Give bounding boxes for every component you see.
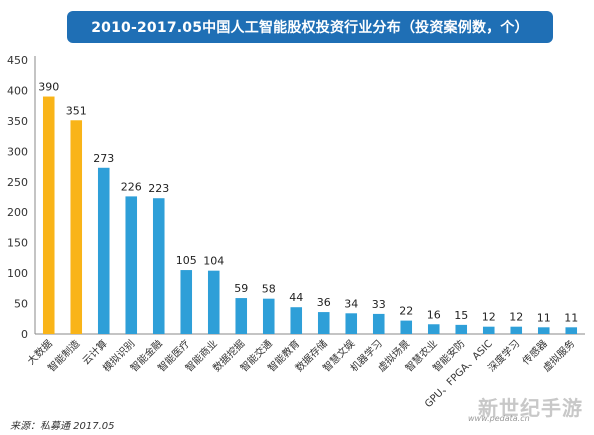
- bar: [372, 313, 385, 334]
- y-tick-label: 250: [7, 176, 28, 189]
- data-label: 16: [427, 308, 441, 321]
- bar: [317, 312, 330, 334]
- data-label: 11: [537, 311, 551, 324]
- bar: [510, 326, 523, 334]
- data-label: 36: [317, 296, 331, 309]
- bar: [42, 96, 55, 335]
- data-label: 33: [372, 298, 386, 311]
- data-label: 12: [509, 311, 523, 324]
- bar: [70, 120, 83, 334]
- chart-title: 2010-2017.05中国人工智能股权投资行业分布（投资案例数，个）: [67, 11, 553, 43]
- bar: [290, 307, 303, 334]
- data-label: 15: [454, 309, 468, 322]
- bar: [152, 198, 165, 334]
- bar: [180, 270, 193, 334]
- data-label: 22: [399, 305, 413, 318]
- y-tick-label: 450: [7, 54, 28, 67]
- source-note: 来源：私募通 2017.05: [10, 421, 115, 432]
- y-tick-label: 0: [21, 328, 28, 341]
- data-label: 390: [38, 81, 59, 94]
- y-tick-label: 100: [7, 267, 28, 280]
- data-label: 44: [289, 291, 303, 304]
- data-label: 105: [176, 254, 197, 267]
- bar: [537, 327, 550, 334]
- data-label: 226: [121, 180, 142, 193]
- bar: [235, 298, 248, 334]
- data-label: 104: [203, 255, 224, 268]
- watermark-url: www.pedata.cn: [468, 414, 530, 423]
- y-tick-label: 300: [7, 145, 28, 158]
- bar: [565, 327, 578, 334]
- bar: [482, 326, 495, 334]
- bar: [97, 167, 110, 334]
- y-tick-label: 150: [7, 237, 28, 250]
- y-tick-label: 50: [14, 298, 28, 311]
- data-label: 59: [234, 282, 248, 295]
- data-label: 58: [262, 283, 276, 296]
- bar: [345, 313, 358, 334]
- bar: [427, 324, 440, 334]
- data-label: 12: [482, 311, 496, 324]
- bar: [262, 298, 275, 334]
- data-label: 223: [148, 182, 169, 195]
- y-tick-label: 200: [7, 206, 28, 219]
- data-label: 351: [66, 104, 87, 117]
- bar: [400, 320, 413, 334]
- data-label: 11: [564, 311, 578, 324]
- bar: [125, 196, 138, 334]
- data-label: 34: [344, 297, 358, 310]
- data-label: 273: [93, 152, 114, 165]
- watermark-logo: 新世纪手游: [478, 396, 583, 420]
- bar: [455, 324, 468, 334]
- y-tick-label: 350: [7, 115, 28, 128]
- bar: [207, 270, 220, 334]
- y-tick-label: 400: [7, 84, 28, 97]
